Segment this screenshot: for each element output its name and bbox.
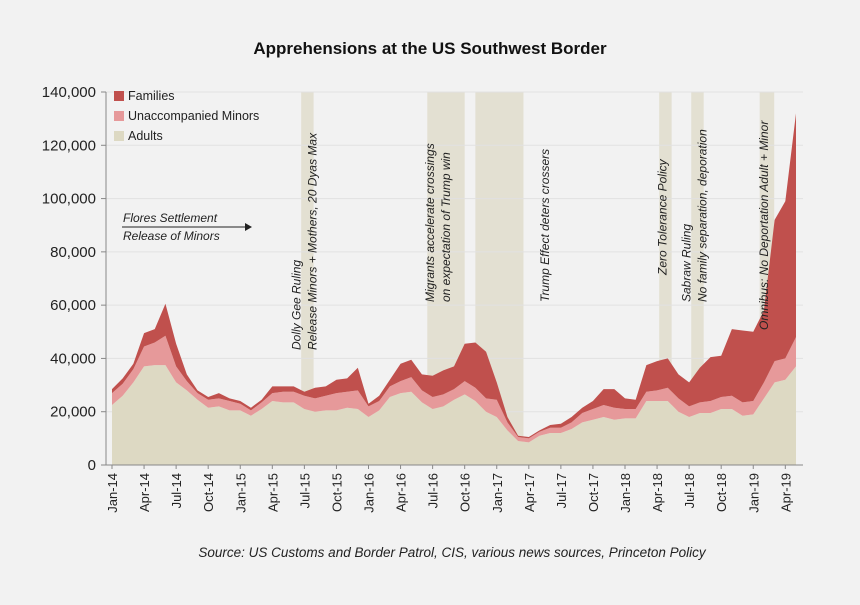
x-tick-labels: Jan-14 Apr-14 Jul-14 Oct-14 Jan-15 Apr-15 Jul-… bbox=[105, 465, 793, 513]
annotation-label: on expectation of Trump win bbox=[439, 152, 453, 302]
x-tick-label: Jan-15 bbox=[233, 473, 248, 513]
families-area bbox=[112, 113, 796, 439]
annotation-label: Zero Tolerance Policy bbox=[655, 158, 669, 276]
x-tick-label: Apr-14 bbox=[137, 473, 152, 512]
x-tick-label: Jul-18 bbox=[682, 473, 697, 508]
annotation-label: Trump Effect deters crossers bbox=[538, 149, 552, 302]
annotation-label: Sabraw Ruling bbox=[679, 224, 693, 302]
x-tick-label: Oct-18 bbox=[714, 473, 729, 512]
x-tick-label: Apr-15 bbox=[265, 473, 280, 512]
legend-label-unaccompanied-minors: Unaccompanied Minors bbox=[128, 109, 259, 123]
x-tick-label: Jul-15 bbox=[297, 473, 312, 508]
annotation-label: Omnibus: No Deportation Adult + Minor bbox=[757, 120, 771, 330]
y-tick-label: 0 bbox=[88, 457, 96, 474]
axes bbox=[105, 92, 803, 466]
x-tick-label: Oct-15 bbox=[329, 473, 344, 512]
legend-swatch-unaccompanied-minors bbox=[114, 111, 124, 121]
annotation-arrowhead bbox=[245, 223, 252, 231]
x-tick-label: Apr-17 bbox=[522, 473, 537, 512]
x-tick-label: Apr-16 bbox=[394, 473, 409, 512]
x-tick-label: Jan-14 bbox=[105, 473, 120, 513]
y-tick-label: 100,000 bbox=[42, 191, 96, 208]
annotation-label: No family separation, deporation bbox=[695, 129, 709, 302]
x-tick-label: Jul-14 bbox=[169, 473, 184, 508]
x-tick-label: Oct-16 bbox=[458, 473, 473, 512]
annotation-label: Release Minors + Mothers, 20 Dyas Max bbox=[305, 132, 319, 350]
legend-label-families: Families bbox=[128, 89, 175, 103]
annotation-label: Migrants accelerate crossings bbox=[423, 143, 437, 302]
annotation-label: Release of Minors bbox=[123, 229, 220, 243]
y-tick-label: 20,000 bbox=[50, 404, 96, 421]
x-tick-label: Jan-19 bbox=[746, 473, 761, 513]
x-tick-label: Jul-16 bbox=[426, 473, 441, 508]
legend-swatch-families bbox=[114, 91, 124, 101]
x-tick-label: Oct-17 bbox=[586, 473, 601, 512]
x-tick-label: Jan-18 bbox=[618, 473, 633, 513]
y-tick-label: 40,000 bbox=[50, 350, 96, 367]
x-tick-label: Oct-14 bbox=[201, 473, 216, 512]
x-tick-label: Apr-18 bbox=[650, 473, 665, 512]
legend-swatch-adults bbox=[114, 131, 124, 141]
adults-area bbox=[112, 365, 796, 465]
legend: Families Unaccompanied Minors Adults bbox=[114, 89, 259, 143]
legend-label-adults: Adults bbox=[128, 129, 163, 143]
x-tick-label: Jan-17 bbox=[490, 473, 505, 513]
chart-source: Source: US Customs and Border Patrol, CI… bbox=[198, 545, 706, 560]
annotation-label: Flores Settlement bbox=[123, 211, 218, 225]
y-tick-label: 60,000 bbox=[50, 297, 96, 314]
x-tick-label: Apr-19 bbox=[778, 473, 793, 512]
stacked-areas bbox=[112, 113, 796, 465]
x-tick-label: Jul-17 bbox=[554, 473, 569, 508]
x-tick-label: Jan-16 bbox=[362, 473, 377, 513]
y-tick-label: 140,000 bbox=[42, 84, 96, 101]
annotation-label: Dolly Gee Ruling bbox=[289, 260, 303, 350]
event-band bbox=[301, 92, 314, 465]
event-annotations: Flores Settlement Release of Minors Dolly … bbox=[122, 120, 771, 350]
y-tick-label: 80,000 bbox=[50, 244, 96, 261]
y-tick-labels: 0 20,000 40,000 60,000 80,000 100,000 120,000 1… bbox=[42, 84, 106, 474]
y-tick-label: 120,000 bbox=[42, 137, 96, 154]
chart-title: Apprehensions at the US Southwest Border bbox=[253, 39, 607, 58]
